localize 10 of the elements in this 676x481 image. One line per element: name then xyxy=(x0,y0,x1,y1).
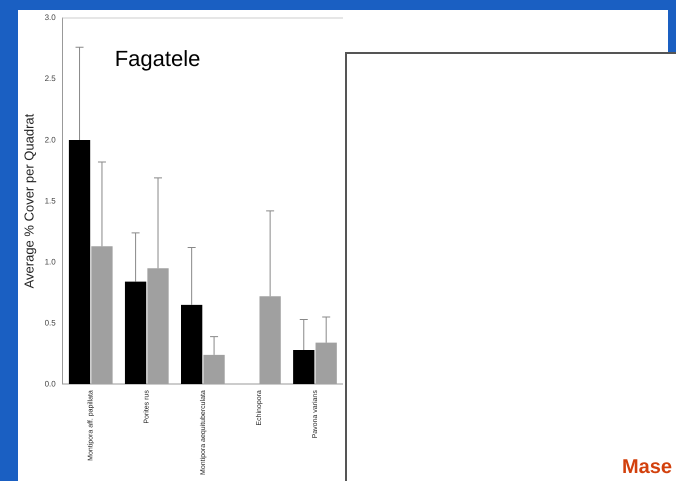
y-axis-title: Average % Cover per Quadrat xyxy=(21,113,36,288)
y-tick-label: 2.5 xyxy=(44,74,56,84)
y-tick-label: 0.5 xyxy=(44,318,56,328)
y-tick-label: 3.0 xyxy=(44,13,56,22)
y-tick-label: 0.0 xyxy=(44,379,56,388)
y-tick-label: 2.0 xyxy=(44,135,56,144)
text: Fagatele xyxy=(114,46,200,72)
y-tick-label: 1.5 xyxy=(44,196,56,206)
y-tick-label: 1.0 xyxy=(44,257,56,266)
blank-panel: Mase xyxy=(345,52,676,481)
